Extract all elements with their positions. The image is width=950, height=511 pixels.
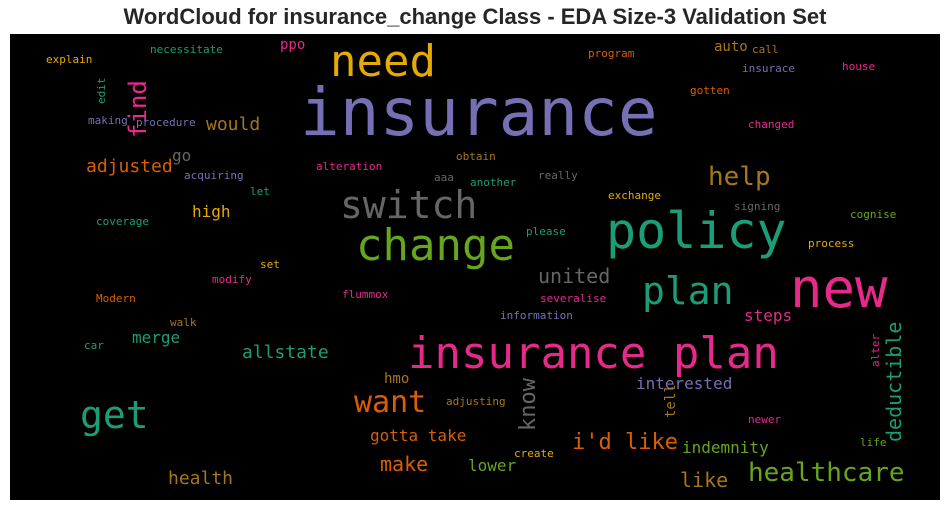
word-switch: switch — [340, 183, 478, 227]
word-lower: lower — [468, 456, 517, 475]
word-hmo: hmo — [384, 371, 410, 387]
word-new: new — [790, 257, 888, 320]
word-go: go — [172, 146, 192, 165]
word-procedure: procedure — [136, 116, 196, 129]
chart-title: WordCloud for insurance_change Class - E… — [123, 4, 827, 29]
word-united: united — [538, 264, 611, 288]
word-edit: edit — [95, 77, 108, 105]
wordcloud-canvas: insurance insurance plan new policy change ne… — [10, 34, 940, 500]
word-set: set — [260, 258, 280, 271]
word-need: need — [330, 36, 436, 87]
word-acquiring: acquiring — [184, 169, 244, 182]
word-gotten: gotten — [690, 84, 730, 97]
word-auto: auto — [714, 39, 748, 55]
word-explain: explain — [46, 53, 93, 66]
word-help: help — [708, 162, 771, 192]
word-life: life — [860, 436, 887, 449]
word-indemnity: indemnity — [682, 438, 769, 457]
word-call: call — [752, 43, 779, 56]
word-tell: tell — [663, 383, 679, 418]
word-aaa: aaa — [434, 171, 454, 184]
word-necessitate: necessitate — [150, 43, 223, 56]
word-want: want — [354, 385, 427, 420]
word-interested: interested — [636, 374, 733, 393]
word-would: would — [206, 114, 261, 135]
word-create: create — [514, 447, 554, 460]
word-alter: alter — [869, 333, 882, 367]
word-newer: newer — [748, 413, 782, 426]
word-alteration: alteration — [316, 160, 383, 173]
word-get: get — [80, 393, 149, 437]
word-coverage: coverage — [96, 215, 149, 228]
word-deductible: deductible — [882, 321, 906, 442]
word-insurance-plan: insurance plan — [408, 328, 779, 379]
word-like: like — [680, 468, 729, 492]
word-making: making — [88, 114, 128, 127]
word-flummox: flummox — [342, 288, 389, 301]
word-allstate: allstate — [242, 342, 329, 363]
word-another: another — [470, 176, 517, 189]
word-high: high — [192, 202, 231, 221]
word-let: let — [250, 185, 270, 198]
word-ppo: ppo — [280, 37, 306, 53]
word-process: process — [808, 237, 855, 250]
word-modify: modify — [212, 273, 252, 286]
word-house: house — [842, 60, 876, 73]
word-car: car — [84, 339, 104, 352]
word-severalise: severalise — [540, 292, 607, 305]
word-walk: walk — [170, 316, 197, 329]
word-please: please — [526, 225, 566, 238]
word-changed: changed — [748, 118, 795, 131]
word-program: program — [588, 47, 635, 60]
word-cognise: cognise — [850, 208, 897, 221]
word-merge: merge — [132, 328, 181, 347]
word-modern: Modern — [96, 292, 136, 305]
word-adjusting: adjusting — [446, 395, 506, 408]
word-insurace: insurace — [742, 62, 795, 75]
word-really: really — [538, 169, 578, 182]
word-insurance: insurance — [300, 74, 658, 151]
word-change: change — [356, 220, 515, 271]
word-know: know — [516, 377, 541, 431]
word-plan: plan — [642, 269, 734, 313]
word-gotta-take: gotta take — [370, 426, 467, 445]
word-exchange: exchange — [608, 189, 661, 202]
word-obtain: obtain — [456, 150, 496, 163]
word-i-d-like: i'd like — [572, 430, 678, 455]
word-healthcare: healthcare — [748, 458, 905, 488]
word-adjusted: adjusted — [86, 156, 173, 177]
word-information: information — [500, 309, 573, 322]
word-policy: policy — [606, 202, 787, 260]
word-steps: steps — [744, 306, 793, 325]
word-make: make — [380, 452, 429, 476]
word-health: health — [168, 468, 234, 489]
word-signing: signing — [734, 200, 781, 213]
